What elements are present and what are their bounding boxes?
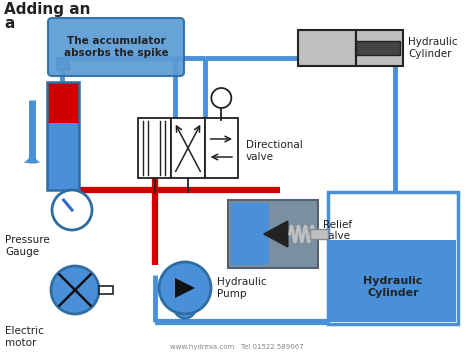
Bar: [205, 118, 238, 178]
Circle shape: [159, 262, 211, 314]
Bar: [47, 82, 79, 190]
Bar: [356, 30, 403, 66]
Circle shape: [174, 296, 196, 318]
Bar: [171, 118, 205, 178]
Text: Hydraulic
Cylinder: Hydraulic Cylinder: [363, 276, 423, 298]
Circle shape: [211, 88, 231, 108]
Circle shape: [51, 266, 99, 314]
FancyBboxPatch shape: [48, 18, 184, 76]
Text: Hydraulic
Pump: Hydraulic Pump: [217, 277, 266, 299]
Polygon shape: [264, 221, 288, 247]
Text: Electric
motor: Electric motor: [5, 326, 44, 348]
Bar: [99, 286, 113, 294]
Polygon shape: [175, 278, 195, 298]
Bar: [231, 203, 269, 265]
Bar: [356, 41, 400, 55]
Bar: [138, 118, 171, 178]
Bar: [57, 58, 69, 70]
Text: Hydraulic
Cylinder: Hydraulic Cylinder: [408, 37, 457, 59]
Bar: [47, 123, 79, 190]
Bar: [228, 200, 318, 268]
Circle shape: [52, 190, 92, 230]
Polygon shape: [24, 155, 40, 163]
Text: Pressure
Gauge: Pressure Gauge: [5, 235, 50, 257]
Bar: [330, 240, 456, 322]
Text: The accumulator
absorbs the spike: The accumulator absorbs the spike: [64, 36, 168, 58]
Bar: [47, 82, 79, 123]
Text: Directional
valve: Directional valve: [246, 140, 303, 162]
Text: Adding an: Adding an: [4, 2, 91, 17]
Text: www.hydrexa.com   Tel 01522 589067: www.hydrexa.com Tel 01522 589067: [170, 344, 304, 350]
Bar: [298, 30, 356, 66]
Text: a: a: [4, 16, 14, 31]
Text: Relief
valve: Relief valve: [323, 220, 352, 241]
Bar: [310, 229, 328, 239]
Bar: [328, 192, 458, 324]
